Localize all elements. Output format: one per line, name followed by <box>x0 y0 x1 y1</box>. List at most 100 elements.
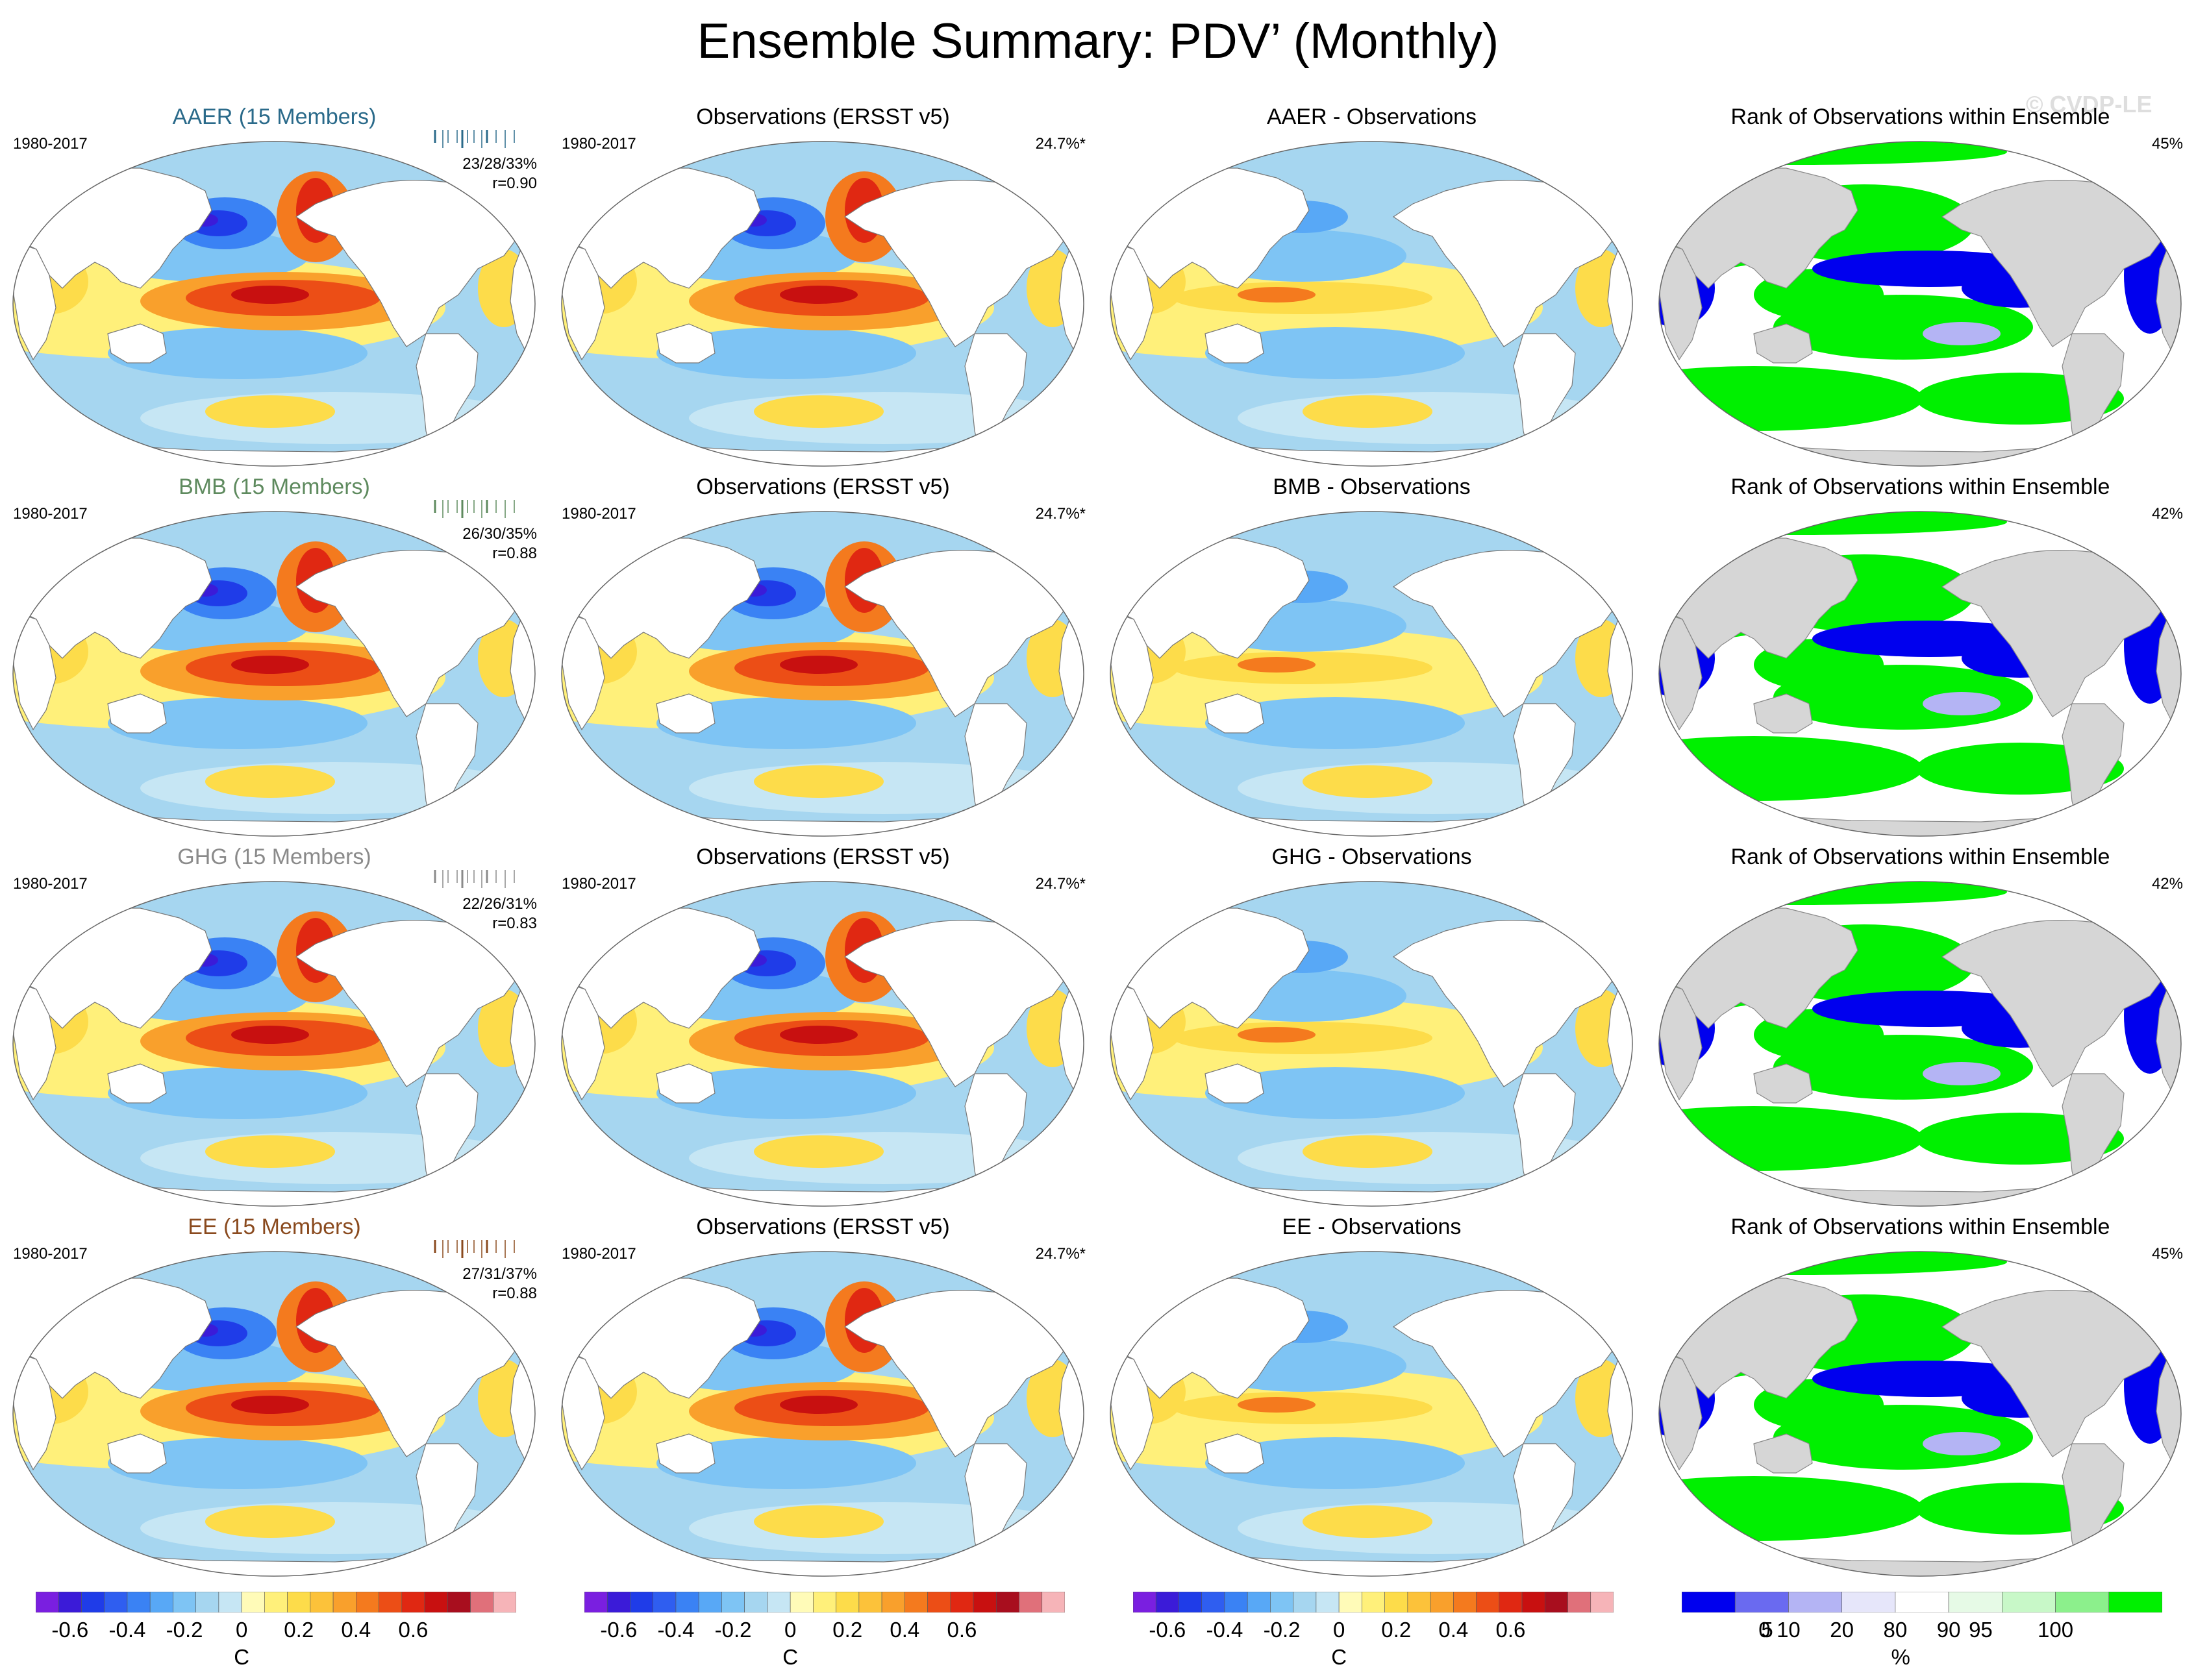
colorbar-tick-label: 0.2 <box>832 1618 863 1642</box>
percent-label: 24.7%* <box>1035 505 1086 523</box>
member-ticks <box>434 130 515 148</box>
sst-region <box>689 1502 1079 1554</box>
percent-label: 42% <box>2151 505 2183 523</box>
correlation-value: r=0.90 <box>492 175 537 192</box>
sst-region <box>656 1067 916 1119</box>
colorbar-tick-label: -0.4 <box>1206 1618 1243 1642</box>
rank-region <box>1923 1062 2001 1085</box>
percent-label: 24.7%* <box>1035 875 1086 893</box>
ensemble-stats: 22/26/31% r=0.83 <box>462 895 537 933</box>
panel-title: Rank of Observations within Ensemble <box>1730 105 2110 129</box>
colorbar-tick-label: 0.4 <box>1438 1618 1469 1642</box>
ensemble-stats: 26/30/35% r=0.88 <box>462 525 537 563</box>
panel-title: BMB (15 Members) <box>179 475 370 499</box>
colorbar-tick-label: 20 <box>1830 1618 1854 1642</box>
colorbar-box <box>836 1592 860 1612</box>
rank-region <box>1923 692 2001 715</box>
globe-outline <box>12 141 536 467</box>
colorbar-box <box>1224 1592 1248 1612</box>
sst-region <box>140 1132 530 1184</box>
colorbar-boxes <box>36 1592 516 1612</box>
sst-region <box>780 656 858 674</box>
colorbar-boxes <box>1682 1592 2162 1612</box>
period-label: 1980-2017 <box>562 875 636 893</box>
colorbar-box <box>310 1592 334 1612</box>
colorbar-box <box>1430 1592 1454 1612</box>
colorbar-tick-label: 0.2 <box>1381 1618 1412 1642</box>
globe-outline <box>1658 141 2182 467</box>
colorbar-box <box>721 1592 745 1612</box>
period-label: 1980-2017 <box>13 135 88 153</box>
sst-region <box>1238 392 1627 444</box>
colorbar-box <box>698 1592 722 1612</box>
colorbar-tick-label: 0 <box>1332 1618 1345 1642</box>
colorbar-box <box>424 1592 448 1612</box>
sst-region <box>1303 395 1432 428</box>
colorbar-box <box>287 1592 311 1612</box>
spread-values: 23/28/33% <box>462 155 537 173</box>
colorbar-box <box>1453 1592 1477 1612</box>
colorbar-box <box>1948 1592 2003 1612</box>
panel-title: Rank of Observations within Ensemble <box>1730 1215 2110 1239</box>
colorbar-tick-label: 0.4 <box>890 1618 920 1642</box>
sst-region <box>1238 657 1316 673</box>
diff-panel: BMB - Observations <box>1097 473 1646 843</box>
colorbar-boxes <box>1133 1592 1614 1612</box>
globe-outline <box>561 511 1084 837</box>
colorbar-box <box>2002 1592 2056 1612</box>
obs-panel: Observations (ERSST v5) 1980-2017 24.7%* <box>549 1213 1097 1583</box>
panel-title: GHG (15 Members) <box>177 845 371 869</box>
colorbar-tick-label: -0.4 <box>657 1618 695 1642</box>
colorbar-box <box>218 1592 242 1612</box>
figure-title: Ensemble Summary: PDV’ (Monthly) <box>697 14 1499 69</box>
member-ticks <box>434 1240 515 1258</box>
colorbar-tick-label: 90 <box>1936 1618 1961 1642</box>
colorbar-box <box>858 1592 882 1612</box>
colorbar-box <box>2055 1592 2110 1612</box>
colorbar-tick-label: 0.4 <box>341 1618 371 1642</box>
percent-label: 24.7%* <box>1035 135 1086 153</box>
sst-region <box>1238 1397 1316 1413</box>
ensemble-panel: AAER (15 Members) 1980-2017 23/28/33% r=0.9… <box>0 103 549 473</box>
colorbar-box <box>1155 1592 1179 1612</box>
colorbar-box <box>58 1592 82 1612</box>
diff-panel: EE - Observations <box>1097 1213 1646 1583</box>
colorbar-unit: % <box>1891 1645 1910 1669</box>
period-label: 1980-2017 <box>13 505 88 523</box>
sst-region <box>1303 1135 1432 1168</box>
sst-region <box>780 286 858 304</box>
colorbar-box <box>1499 1592 1523 1612</box>
colorbar-box <box>1895 1592 1949 1612</box>
period-label: 1980-2017 <box>13 1245 88 1263</box>
sst-region <box>656 697 916 749</box>
colorbar-box <box>173 1592 196 1612</box>
sst-region <box>140 392 530 444</box>
spread-values: 22/26/31% <box>462 895 537 913</box>
panel-title: EE - Observations <box>1282 1215 1462 1239</box>
colorbar-box <box>1567 1592 1591 1612</box>
colorbar-box <box>995 1592 1019 1612</box>
rank-map <box>1658 1251 2182 1577</box>
period-label: 1980-2017 <box>562 505 636 523</box>
rank-panel: Rank of Observations within Ensemble 42% <box>1646 473 2195 843</box>
globe-outline <box>561 141 1084 467</box>
sst-region <box>1238 1132 1627 1184</box>
globe-outline <box>1110 141 1633 467</box>
panel-title: Rank of Observations within Ensemble <box>1730 845 2110 869</box>
sst-region <box>780 1396 858 1414</box>
colorbar-box <box>379 1592 403 1612</box>
colorbar-box <box>653 1592 677 1612</box>
sst-region <box>689 762 1079 814</box>
sst-region <box>140 1502 530 1554</box>
colorbar: 0 5 10 20 80 90 95 100% <box>1682 1592 2162 1670</box>
colorbar-box <box>1841 1592 1896 1612</box>
colorbar-box <box>1544 1592 1568 1612</box>
colorbar-box <box>584 1592 608 1612</box>
sst-region <box>140 762 530 814</box>
percent-label: 45% <box>2151 135 2183 153</box>
member-ticks <box>434 500 515 518</box>
colorbar-box <box>744 1592 768 1612</box>
colorbar-box <box>905 1592 928 1612</box>
member-ticks <box>434 870 515 888</box>
colorbar-tick-label: 0.2 <box>284 1618 314 1642</box>
